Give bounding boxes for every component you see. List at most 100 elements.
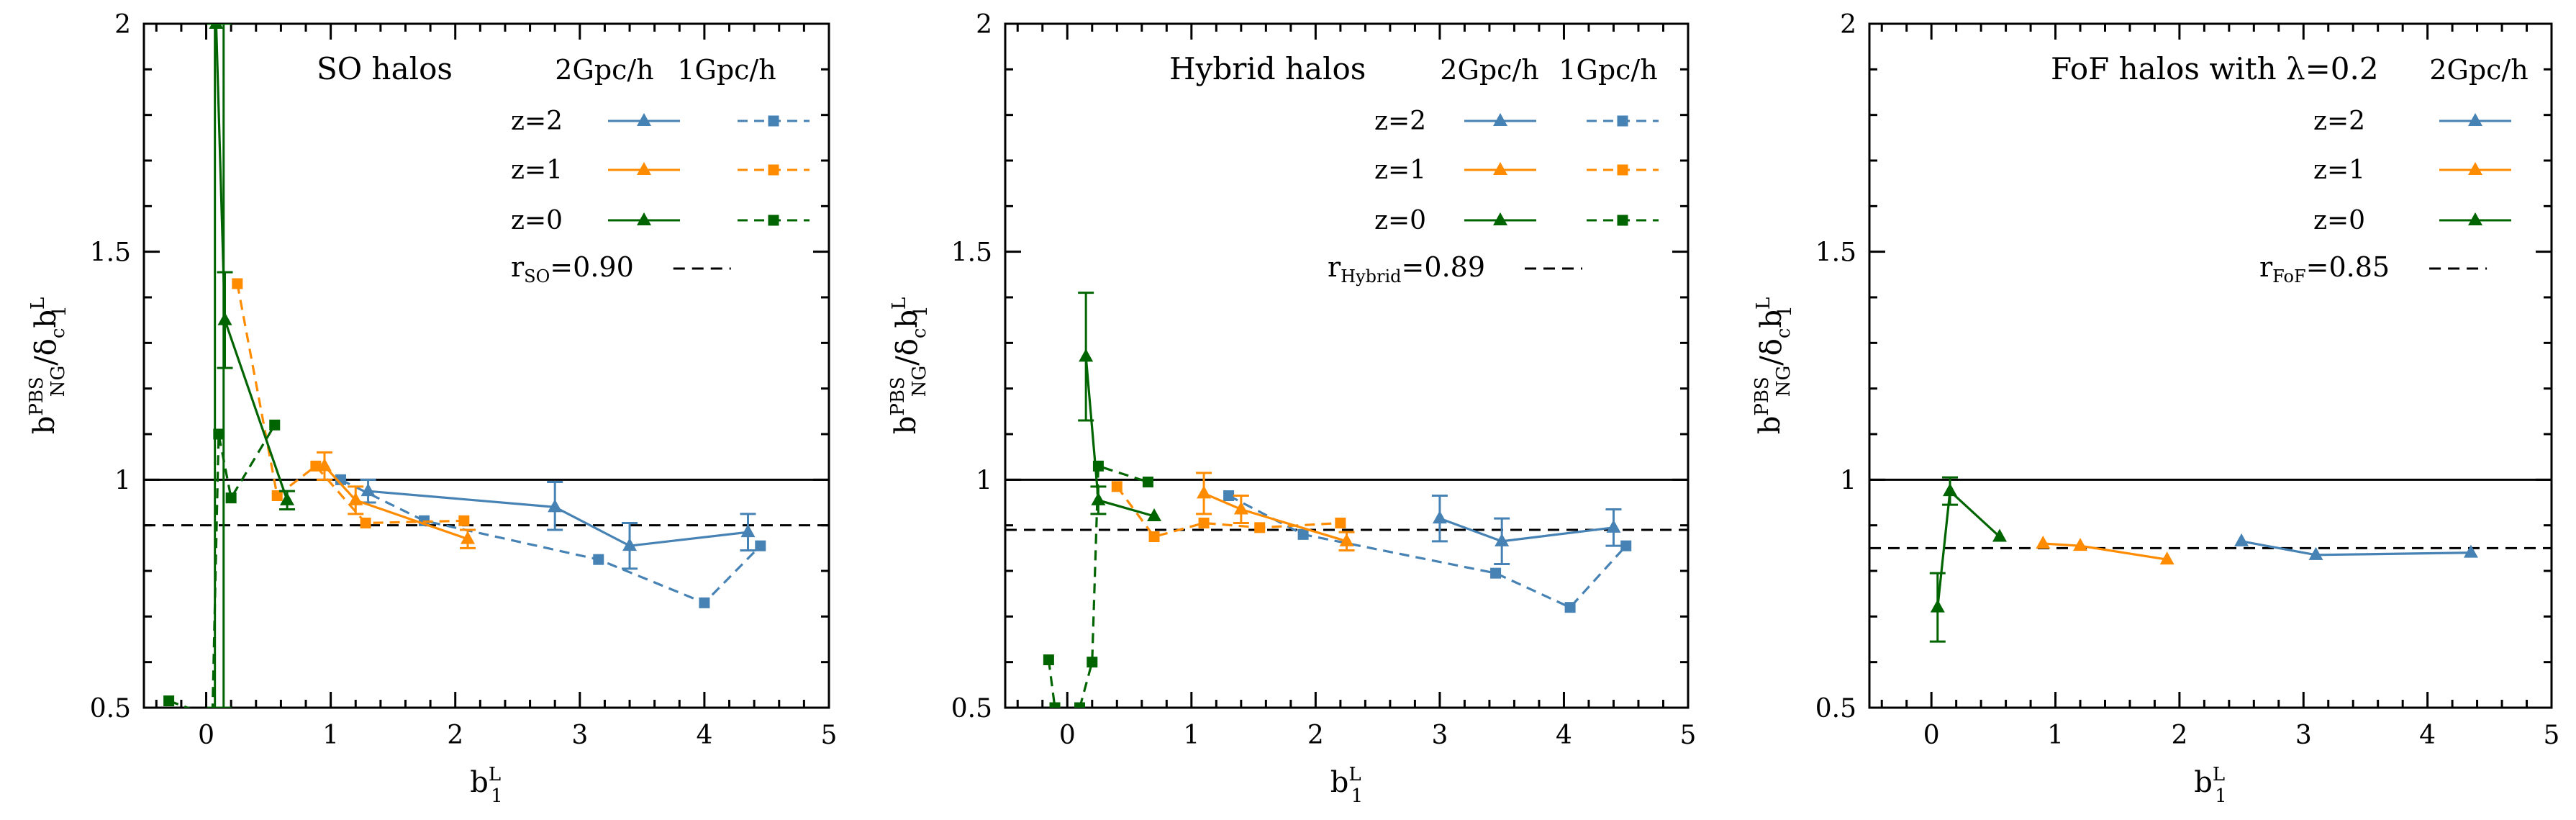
data-point	[1147, 508, 1162, 521]
data-point	[1049, 702, 1061, 708]
ratio-label-r: r	[511, 251, 525, 283]
data-point	[1930, 599, 1945, 613]
x-tick-label: 3	[2295, 721, 2312, 750]
y-label-part: NG	[909, 366, 930, 397]
series-orange-2gpc	[2036, 536, 2174, 565]
series-green-2gpc	[1078, 292, 1162, 521]
legend-label-z2: z=2	[511, 107, 563, 136]
data-layer	[1929, 476, 2478, 643]
x-tick-label: 5	[2544, 721, 2560, 750]
x-tick-label: 5	[1680, 721, 1697, 750]
y-tick-label: 2	[976, 10, 992, 40]
chart-panel-2: 0 1 2 3 4 5 0.5 1 1.5 2 Hybrid halos 2Gpc/h 1Gpc/h z=…	[887, 10, 1696, 807]
legend-marker-triangle	[1493, 113, 1507, 126]
series-orange-2gpc	[1196, 472, 1355, 551]
series-blue-1gpc	[1223, 490, 1632, 613]
ratio-label-value: =0.85	[2306, 251, 2390, 283]
x-tick-label: 0	[1923, 721, 1940, 750]
y-label-part: c	[47, 328, 69, 339]
y-label-part: c	[1773, 328, 1795, 339]
legend-label-z1: z=1	[1374, 156, 1426, 185]
data-point	[1142, 477, 1153, 487]
data-point	[1992, 528, 2007, 542]
legend-marker-square	[1617, 115, 1628, 127]
data-point	[232, 278, 243, 289]
data-point	[1087, 657, 1098, 668]
x-label-sup: L	[1348, 764, 1361, 785]
legend-marker-triangle	[2468, 212, 2482, 225]
data-point	[1254, 522, 1266, 533]
data-point	[1111, 481, 1123, 492]
data-point	[348, 492, 363, 505]
data-point	[2234, 533, 2249, 546]
data-point	[163, 695, 175, 706]
y-tick-label: 1.5	[951, 238, 992, 268]
y-label-part: 1	[1774, 305, 1796, 317]
legend-marker-square	[768, 115, 779, 127]
data-point	[458, 515, 470, 526]
ratio-label-value: =0.90	[550, 251, 633, 283]
series-line	[1116, 485, 1341, 539]
y-tick-label: 0.5	[951, 694, 992, 724]
y-tick-label: 0.5	[90, 694, 131, 724]
data-point	[1432, 510, 1447, 524]
legend-marker-triangle	[1493, 162, 1507, 175]
x-tick-label: 4	[696, 721, 712, 750]
x-tick-label: 0	[198, 721, 214, 750]
y-label-part: PBS	[26, 377, 47, 415]
legend-header-2gpc: 2Gpc/h	[1440, 54, 1538, 86]
panel-title: FoF halos with λ=0.2	[2051, 51, 2379, 86]
legend-header-2gpc: 2Gpc/h	[555, 54, 653, 86]
data-point	[1074, 702, 1086, 708]
data-point	[593, 554, 604, 565]
x-label-sub: 1	[491, 785, 503, 807]
chart-panel-3: 0 1 2 3 4 5 0.5 1 1.5 2 FoF halos with λ=0.2 2Gpc/h…	[1751, 10, 2559, 807]
x-tick-label: 1	[322, 721, 339, 750]
x-label-sub: 1	[2215, 785, 2227, 807]
x-axis-label: bL 1	[2194, 764, 2226, 807]
x-axis-label: bL 1	[1330, 764, 1363, 807]
x-tick-label: 2	[2171, 721, 2187, 750]
data-point	[310, 460, 322, 472]
y-label-part: /δ	[891, 338, 924, 366]
series-line	[340, 478, 761, 605]
x-label-base: b	[2194, 766, 2213, 799]
y-label-part: b	[1754, 416, 1787, 435]
legend-marker-square	[1617, 164, 1628, 176]
data-point	[209, 24, 224, 29]
series-line	[1078, 464, 1148, 708]
legend-marker-square	[768, 215, 779, 226]
data-point	[2159, 551, 2174, 565]
series-blue-2gpc	[2234, 533, 2478, 560]
data-point	[1148, 531, 1160, 542]
y-tick-label: 1	[976, 466, 992, 495]
ratio-label-sub: SO	[524, 266, 550, 287]
y-label-part: /δ	[1755, 338, 1788, 366]
legend-label-z0: z=0	[2313, 206, 2365, 235]
data-point	[280, 492, 295, 505]
plot-frame	[1868, 22, 2553, 709]
legend-header-1gpc: 1Gpc/h	[677, 54, 776, 86]
data-point	[699, 597, 710, 608]
ratio-label-r: r	[2259, 251, 2273, 283]
x-axis-label: bL 1	[470, 764, 502, 807]
data-point	[1564, 602, 1576, 613]
data-point	[755, 540, 766, 551]
data-point	[271, 490, 283, 501]
plot-frame	[1004, 22, 1690, 709]
data-point	[1495, 533, 1510, 546]
y-tick-label: 1	[1840, 466, 1856, 495]
series-orange-1gpc	[232, 278, 470, 528]
y-label-part: 1	[49, 305, 71, 317]
data-point	[1620, 540, 1632, 551]
series-line	[2043, 542, 2167, 561]
data-point	[622, 538, 638, 551]
legend-header-2gpc: 2Gpc/h	[2429, 54, 2528, 86]
y-axis-label: bPBSNG/δcbL1	[887, 297, 932, 435]
x-tick-label: 4	[2419, 721, 2436, 750]
data-point	[1091, 492, 1106, 505]
legend-label-z2: z=2	[2313, 107, 2365, 136]
data-point	[217, 312, 232, 325]
series-green-1gpc	[1074, 460, 1153, 708]
